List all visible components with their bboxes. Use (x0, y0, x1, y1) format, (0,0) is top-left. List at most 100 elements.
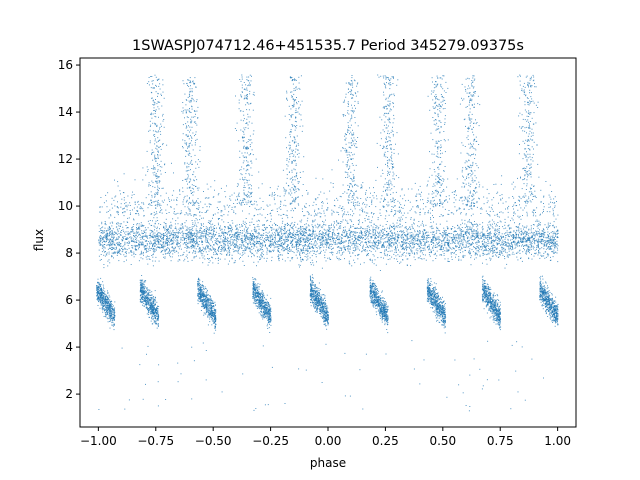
data-point (553, 237, 555, 239)
data-point (505, 237, 507, 239)
data-point (526, 240, 527, 242)
data-point (186, 235, 188, 237)
data-point (445, 247, 447, 249)
data-point (159, 246, 161, 248)
data-point (337, 246, 339, 248)
data-point (482, 254, 484, 256)
data-point (242, 250, 244, 252)
data-point (301, 234, 303, 236)
data-point (502, 236, 504, 238)
data-point (423, 238, 425, 240)
data-point (426, 237, 428, 239)
data-point (270, 218, 272, 220)
data-point (184, 238, 186, 240)
data-point (300, 257, 301, 259)
data-point (211, 256, 213, 258)
data-point (307, 235, 309, 237)
data-point (213, 230, 215, 232)
data-point (537, 239, 539, 241)
data-point (250, 250, 251, 252)
data-point (552, 240, 554, 242)
data-point (330, 225, 332, 226)
data-point (190, 236, 192, 238)
data-point (452, 236, 454, 238)
data-point (250, 233, 252, 235)
data-point (389, 245, 391, 247)
data-point (507, 242, 509, 244)
data-point (184, 247, 186, 248)
data-point (156, 228, 158, 229)
data-point (204, 232, 206, 234)
data-point (214, 240, 216, 241)
data-point (375, 264, 377, 266)
data-point (229, 260, 230, 262)
data-point (154, 226, 156, 228)
data-point (250, 238, 252, 240)
data-point (301, 249, 303, 251)
data-point (485, 235, 487, 237)
data-point (388, 228, 390, 230)
data-point (296, 239, 298, 240)
data-point (351, 265, 353, 267)
data-point (542, 233, 544, 235)
data-point (485, 242, 487, 244)
data-point (325, 240, 327, 242)
data-point (305, 226, 307, 228)
data-point (517, 259, 519, 261)
data-point (542, 240, 544, 242)
data-point (555, 218, 557, 220)
data-point (201, 233, 203, 234)
data-point (215, 251, 217, 253)
data-point (299, 239, 301, 241)
data-point (256, 220, 258, 222)
data-point (153, 249, 155, 251)
data-point (371, 236, 373, 238)
data-point (406, 237, 408, 239)
data-point (178, 228, 180, 230)
data-point (431, 251, 432, 253)
data-point (421, 222, 423, 224)
data-point (156, 240, 158, 242)
data-point (247, 236, 249, 238)
data-point (382, 244, 383, 246)
data-point (302, 238, 304, 240)
data-point (410, 217, 412, 219)
data-point (126, 242, 128, 244)
data-point (224, 236, 226, 238)
data-point (307, 238, 309, 240)
data-point (462, 254, 464, 256)
data-point (407, 233, 409, 235)
data-point (400, 246, 402, 248)
data-point (241, 255, 243, 257)
data-point (241, 225, 243, 227)
data-point (454, 236, 456, 238)
data-point (174, 232, 176, 234)
data-point (544, 240, 546, 242)
data-point (309, 247, 311, 249)
data-point (158, 237, 160, 239)
data-point (555, 251, 557, 253)
data-point (374, 227, 376, 229)
data-point (501, 236, 503, 238)
data-point (175, 237, 176, 239)
data-point (328, 227, 330, 229)
data-point (389, 231, 391, 233)
data-point (378, 240, 380, 242)
data-point (398, 226, 400, 228)
data-point (334, 243, 336, 245)
data-point (211, 229, 213, 231)
data-point (237, 235, 239, 237)
data-point (263, 224, 265, 226)
data-point (350, 241, 352, 243)
data-point (234, 234, 236, 236)
data-point (340, 247, 342, 249)
data-point (227, 247, 229, 249)
data-point (539, 214, 541, 216)
data-point (297, 230, 299, 232)
data-point (492, 251, 494, 253)
data-point (253, 224, 255, 225)
data-point (312, 226, 314, 228)
data-point (338, 257, 340, 259)
data-point (366, 229, 368, 231)
data-point (391, 242, 393, 244)
